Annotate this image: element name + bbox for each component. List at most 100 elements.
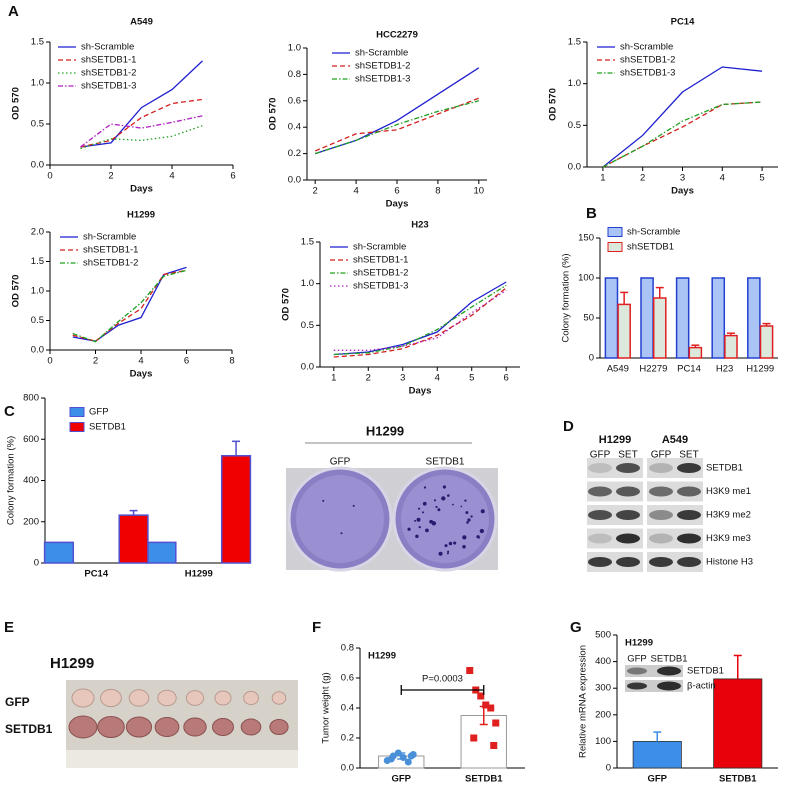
chart-title: HCC2279 (376, 30, 418, 41)
inset-lane: SETDB1 (651, 654, 688, 665)
tumor (185, 690, 205, 706)
colony (464, 499, 467, 502)
point (470, 734, 478, 742)
x-tick-label: 4 (169, 171, 174, 182)
series-line (72, 266, 187, 342)
panel-label: E (4, 619, 14, 636)
band (616, 510, 640, 520)
x-tick-label: 2 (640, 173, 645, 184)
colony (479, 528, 485, 534)
series-line (80, 98, 203, 148)
colony (477, 536, 480, 539)
legend-label: shSETDB1-2 (81, 68, 136, 79)
series-line (333, 284, 507, 356)
y-tick-label: 500 (595, 630, 611, 641)
legend-label: shSETDB1-3 (355, 74, 410, 85)
inset-lane: GFP (627, 654, 647, 665)
bar (759, 325, 774, 359)
legend-label: sh-Scramble (627, 227, 680, 238)
tumor (212, 718, 234, 736)
y-axis-label: OD 570 (11, 87, 22, 120)
band (649, 557, 673, 567)
series-line (602, 101, 763, 168)
bar (675, 277, 690, 359)
lane-label: GFP (651, 450, 672, 461)
y-tick-label: 1.0 (301, 278, 314, 289)
legend-swatch (607, 227, 623, 237)
series-line (72, 269, 187, 342)
band (616, 533, 640, 544)
series-line (80, 125, 203, 150)
x-tick-label: 6 (394, 186, 399, 197)
colony (444, 544, 448, 548)
x-tick-label: 1 (331, 373, 336, 384)
x-tick-label: H2279 (639, 364, 667, 375)
band (627, 682, 647, 690)
tumor (269, 719, 289, 735)
band (677, 510, 701, 520)
blot-strip (587, 481, 643, 502)
x-tick-label: A549 (607, 364, 629, 375)
tumor (243, 690, 259, 706)
x-tick-label: 5 (469, 373, 474, 384)
band (616, 557, 640, 567)
series-line (80, 115, 203, 148)
lane-label: GFP (590, 450, 611, 461)
band (649, 510, 673, 520)
y-tick-label: 200 (23, 516, 39, 527)
blot-strip (587, 505, 643, 525)
x-tick-label: 6 (230, 171, 235, 182)
legend-label: shSETDB1-1 (83, 245, 138, 256)
colony (467, 518, 471, 522)
series-line (333, 287, 507, 358)
inset-band: SETDB1 (687, 666, 724, 677)
y-axis-label: OD 570 (268, 98, 279, 131)
x-tick-label: SETDB1 (465, 774, 503, 785)
colony (429, 519, 434, 524)
colony (437, 508, 441, 512)
y-tick-label: 200 (595, 709, 611, 720)
tumor (240, 718, 262, 736)
bar (617, 303, 631, 359)
y-tick-label: 0.8 (288, 69, 301, 80)
y-tick-label: 1.0 (568, 78, 581, 89)
cell-line: A549 (662, 434, 688, 446)
y-tick-label: 0.2 (288, 148, 301, 159)
ruler (66, 750, 298, 768)
y-tick-label: 0 (34, 558, 39, 569)
tumor (157, 689, 177, 707)
band (677, 557, 701, 567)
band (588, 463, 612, 473)
colony (423, 486, 427, 489)
blot-strip (587, 552, 643, 572)
colony (414, 519, 417, 522)
colony (340, 532, 343, 535)
band (649, 533, 673, 544)
cell-line: H1299 (599, 434, 631, 446)
x-tick-label: 8 (229, 356, 234, 367)
y-tick-label: 0.5 (31, 315, 44, 326)
colony (470, 515, 473, 518)
y-tick-label: 150 (578, 233, 594, 244)
series-line (333, 289, 507, 351)
y-tick-label: 100 (595, 736, 611, 747)
x-tick-label: 3 (680, 173, 685, 184)
x-tick-label: 0 (47, 171, 52, 182)
bar (640, 277, 654, 359)
point (477, 692, 485, 700)
point (487, 704, 495, 712)
y-tick-label: 600 (23, 434, 39, 445)
x-tick-label: H1299 (746, 364, 774, 375)
colony (421, 511, 425, 514)
y-tick-label: 0 (589, 353, 594, 364)
bar (632, 741, 682, 769)
y-tick-label: 0.0 (31, 345, 44, 356)
colony (352, 504, 355, 507)
x-tick-label: 6 (184, 356, 189, 367)
x-tick-label: 0 (47, 356, 52, 367)
colony (416, 517, 421, 522)
tumor (71, 688, 95, 708)
y-tick-label: 0.0 (31, 160, 44, 171)
legend-swatch (69, 407, 85, 417)
colony (448, 541, 453, 546)
